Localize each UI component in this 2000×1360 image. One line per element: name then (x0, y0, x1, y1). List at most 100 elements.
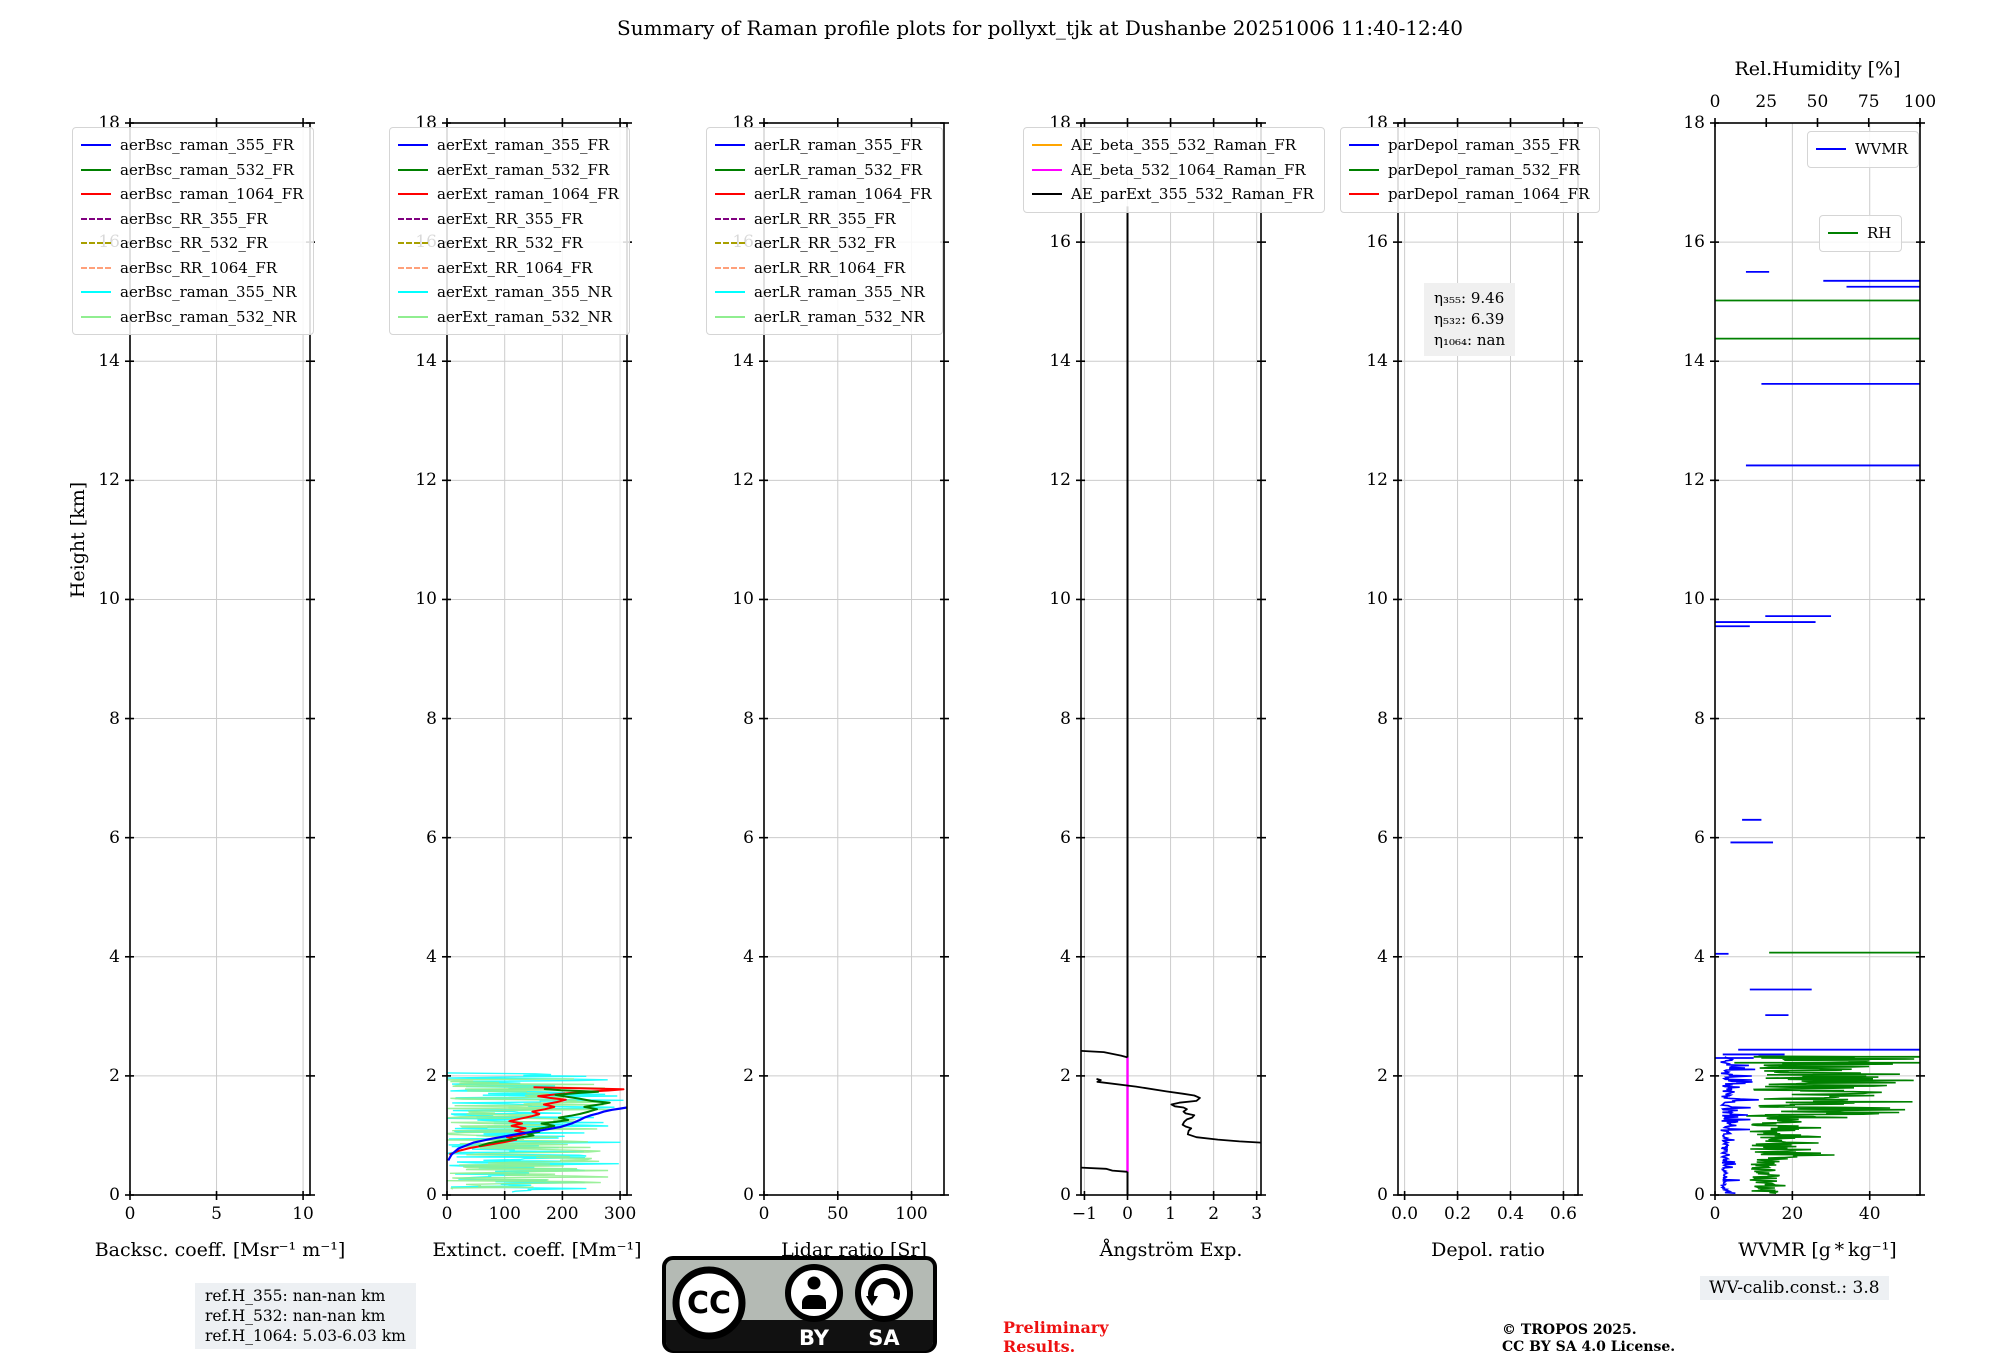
x-tick-label: 10 (292, 1204, 314, 1224)
x-tick-label: 20 (1781, 1204, 1804, 1224)
legend-item: AE_beta_355_532_Raman_FR (1032, 133, 1314, 158)
legend-item: aerBsc_raman_532_FR (81, 158, 303, 183)
y-tick-label: 14 (732, 351, 754, 372)
legend-label: aerLR_raman_532_NR (754, 307, 925, 326)
top-tick-label: 50 (1806, 92, 1829, 112)
legend-item: aerBsc_RR_1064_FR (81, 256, 303, 281)
y-tick-label: 16 (1049, 232, 1071, 253)
ref-height-532: ref.H_532: nan-nan km (205, 1307, 386, 1325)
legend-item: RH (1828, 221, 1891, 246)
y-tick-label: 2 (109, 1065, 120, 1086)
legend-line-swatch (1349, 168, 1379, 171)
y-tick-label: 8 (743, 708, 754, 729)
series-extinction (447, 1072, 627, 1193)
legend-label: aerLR_raman_532_FR (754, 160, 923, 179)
ref-height-355: ref.H_355: nan-nan km (205, 1287, 386, 1305)
legend-label: aerBsc_RR_355_FR (120, 209, 268, 228)
ticks-angstroem (1076, 118, 1266, 1200)
legend-line-swatch (715, 217, 745, 220)
y-tick-label: 0 (743, 1185, 754, 1205)
legend-item: aerBsc_RR_532_FR (81, 231, 303, 256)
y-tick-label: 14 (1366, 351, 1388, 372)
legend-item: aerExt_raman_355_FR (398, 133, 619, 158)
legend-label: aerExt_RR_532_FR (437, 234, 583, 252)
legend-item: aerBsc_RR_355_FR (81, 207, 303, 232)
x-tick-label: 0.4 (1496, 1204, 1525, 1224)
legend-item: aerExt_RR_532_FR (398, 231, 619, 256)
y-tick-label: 2 (1060, 1065, 1071, 1086)
legend-label: aerBsc_RR_532_FR (120, 234, 268, 252)
legend-label: aerLR_raman_355_NR (754, 283, 925, 301)
y-tick-label: 12 (1683, 470, 1705, 491)
y-tick-label: 4 (109, 946, 120, 967)
legend-item: aerLR_RR_532_FR (715, 231, 932, 256)
x-tick-label: 1 (1165, 1204, 1176, 1224)
legend-line-swatch (715, 266, 745, 269)
wv-calib-note: WV-calib.const.: 3.8 (1700, 1276, 1889, 1300)
x-tick-label: 200 (546, 1204, 579, 1224)
y-tick-label: 6 (426, 827, 437, 848)
legend-line-swatch (398, 291, 428, 294)
legend-label: AE_parExt_355_532_Raman_FR (1071, 185, 1314, 203)
x-tick-label: 0.0 (1391, 1204, 1419, 1224)
legend-label: aerLR_RR_1064_FR (754, 258, 906, 277)
eta-annotation: η₃₅₅: 9.46 η₅₃₂: 6.39 η₁₀₆₄: nan (1424, 283, 1516, 356)
legend-line-swatch (81, 315, 111, 318)
x-tick-label: 0 (124, 1204, 136, 1224)
cc-license-badge: CC BY SA (662, 1256, 937, 1353)
legend-line-swatch (715, 144, 745, 147)
top-tick-label: 100 (1903, 92, 1937, 112)
y-tick-label: 4 (743, 946, 754, 967)
legend-item: aerBsc_raman_1064_FR (81, 182, 303, 207)
legend-line-swatch (1032, 144, 1062, 147)
legend-item: aerLR_raman_1064_FR (715, 182, 932, 207)
plot-angstroem (1076, 118, 1266, 1200)
legend-label: aerExt_raman_532_NR (437, 307, 612, 326)
top-tick-label: 25 (1755, 92, 1778, 112)
y-tick-label: 16 (1683, 232, 1705, 253)
legend-label: aerBsc_raman_355_NR (120, 283, 297, 301)
eta-value: η₃₅₅: 9.46 (1434, 289, 1505, 307)
eta-value: η₁₀₆₄: nan (1434, 331, 1506, 349)
y-tick-label: 6 (743, 827, 754, 848)
y-tick-label: 4 (1060, 946, 1071, 967)
cc-by-text: BY (799, 1326, 830, 1350)
y-tick-label: 12 (98, 470, 120, 491)
preliminary-note: Preliminary Results. (1003, 1318, 1109, 1356)
legend-label: parDepol_raman_532_FR (1388, 160, 1580, 179)
y-tick-label: 0 (1377, 1185, 1388, 1205)
legend-line-swatch (715, 242, 745, 245)
plot-depolarization (1393, 118, 1583, 1200)
legend-item: aerExt_raman_1064_FR (398, 182, 619, 207)
x-tick-label: 0.2 (1444, 1204, 1472, 1224)
y-tick-label: 8 (109, 708, 120, 729)
x-tick-label: 5 (211, 1204, 222, 1224)
y-tick-label: 6 (1694, 827, 1705, 848)
legend-item: aerExt_raman_355_NR (398, 280, 619, 305)
top-axis-label: Rel.Humidity [%] (1734, 58, 1901, 80)
legend-label: aerLR_raman_355_FR (754, 136, 923, 154)
legend-backscatter: aerBsc_raman_355_FR aerBsc_raman_532_FR ae… (72, 127, 315, 335)
y-tick-label: 6 (1060, 827, 1071, 848)
legend-line-swatch (1816, 148, 1846, 151)
legend-line-swatch (81, 242, 111, 245)
legend-item: AE_parExt_355_532_Raman_FR (1032, 182, 1314, 207)
legend-depolarization: parDepol_raman_355_FR parDepol_raman_532_… (1340, 127, 1601, 213)
legend-item: aerExt_raman_532_NR (398, 305, 619, 330)
legend-line-swatch (1828, 232, 1858, 235)
legend-item: aerExt_raman_532_FR (398, 158, 619, 183)
series-AE_parExt_355_532_Raman_FR_lower (1081, 1166, 1128, 1173)
x-axis-label-angstroem: Ångström Exp. (1099, 1239, 1243, 1261)
x-tick-label: 0 (758, 1204, 770, 1224)
legend-item: WVMR (1816, 137, 1908, 162)
y-tick-label: 10 (1683, 589, 1705, 610)
x-tick-label: 100 (488, 1204, 521, 1224)
legend-item: aerBsc_raman_532_NR (81, 305, 303, 330)
plot-wvmr (1710, 118, 1925, 1200)
legend-line-swatch (715, 291, 745, 294)
x-axis-label-wvmr: WVMR [g * kg⁻¹] (1738, 1239, 1897, 1261)
legend-line-swatch (1032, 168, 1062, 171)
y-tick-label: 10 (415, 589, 437, 610)
legend-label: AE_beta_355_532_Raman_FR (1071, 136, 1297, 154)
y-tick-label: 0 (426, 1185, 437, 1205)
